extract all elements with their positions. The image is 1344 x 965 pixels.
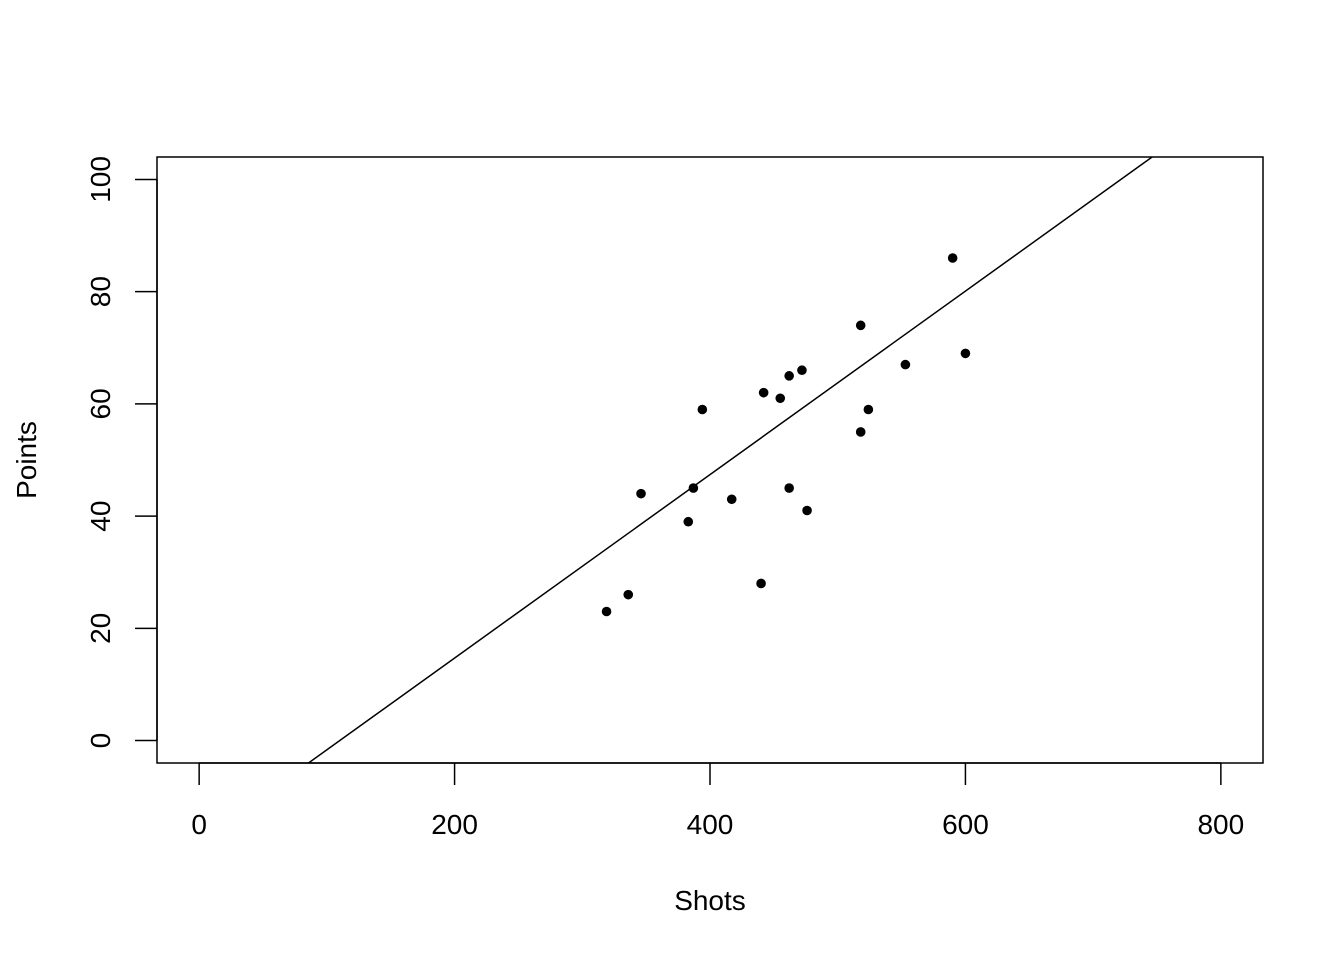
y-tick-label: 100 xyxy=(85,156,116,203)
data-point xyxy=(636,488,646,499)
data-point xyxy=(900,359,911,370)
data-point xyxy=(688,483,699,493)
data-point xyxy=(758,387,769,398)
data-point xyxy=(601,606,612,617)
y-axis: 0 20 40 60 80 100 xyxy=(85,156,158,749)
data-point xyxy=(726,494,737,505)
y-axis-label: Points xyxy=(11,421,42,499)
data-point xyxy=(802,505,812,516)
points-layer xyxy=(601,253,971,617)
y-tick-label: 0 xyxy=(85,733,116,749)
x-tick-label: 0 xyxy=(191,809,207,840)
regression-line-layer xyxy=(307,157,1154,763)
x-tick-label: 600 xyxy=(942,809,989,840)
x-axis-label: Shots xyxy=(674,885,746,916)
x-axis: 0 200 400 600 800 xyxy=(191,762,1244,840)
y-tick-label: 20 xyxy=(85,613,116,644)
x-tick-label: 400 xyxy=(687,809,734,840)
plot-frame xyxy=(156,156,1264,764)
y-tick-label: 80 xyxy=(85,276,116,307)
data-point xyxy=(623,589,634,600)
data-point xyxy=(855,320,866,331)
x-tick-label: 200 xyxy=(431,809,478,840)
data-point xyxy=(784,371,794,381)
regression-line xyxy=(307,157,1154,763)
data-point xyxy=(683,516,694,527)
x-tick-label: 800 xyxy=(1197,809,1244,840)
data-point xyxy=(775,393,786,404)
y-tick-label: 60 xyxy=(85,388,116,419)
data-point xyxy=(756,578,766,589)
y-tick-label: 40 xyxy=(85,501,116,532)
data-point xyxy=(947,253,958,263)
data-point xyxy=(784,483,794,493)
data-point xyxy=(697,404,708,415)
data-point xyxy=(960,348,971,359)
data-point xyxy=(863,404,874,415)
data-point xyxy=(855,427,866,437)
data-point xyxy=(797,365,807,376)
